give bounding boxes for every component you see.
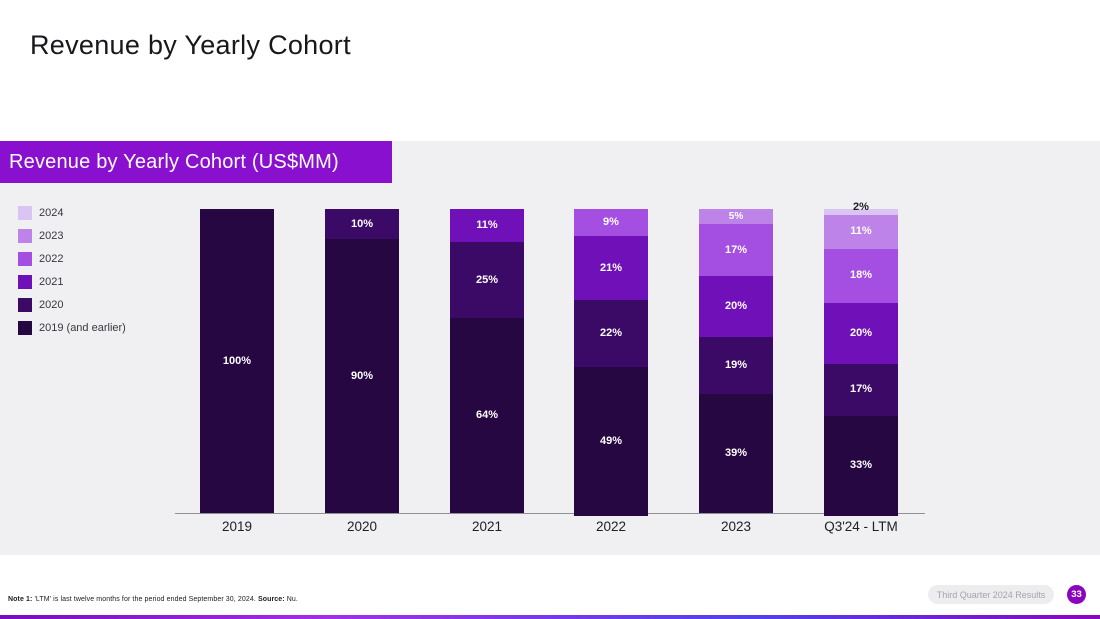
bar-2020: 10% 90% xyxy=(325,209,399,513)
legend-swatch xyxy=(18,205,32,220)
segment-value-label: 17% xyxy=(724,243,748,256)
footnote-source-label: Source: xyxy=(257,596,285,603)
segment-value-label: 11% xyxy=(850,225,872,238)
report-name-label: Third Quarter 2024 Results xyxy=(936,589,1046,600)
bar-2019: 100% xyxy=(200,209,274,513)
page-title: Revenue by Yearly Cohort xyxy=(30,30,351,60)
segment-value-label: 17% xyxy=(849,383,873,396)
segment-value-label: 20% xyxy=(849,327,873,340)
bar-segment-2019-and-earlier-: 33% xyxy=(824,415,898,517)
segment-value-label: 64% xyxy=(475,409,499,422)
footnote-source-text: Nu. xyxy=(284,596,298,603)
bar-segment-2020: 19% xyxy=(699,336,773,395)
segment-value-label: 25% xyxy=(475,273,499,286)
x-axis-category-label: 2022 xyxy=(595,519,627,534)
segment-value-label: 19% xyxy=(724,359,748,372)
bar-segment-2019-and-earlier-: 100% xyxy=(200,209,274,513)
bar-segment-2019-and-earlier-: 90% xyxy=(325,239,399,513)
legend-item-2024: 2024 xyxy=(18,205,126,220)
legend-item-2020: 2020 xyxy=(18,297,126,312)
segment-value-label: 90% xyxy=(350,369,374,382)
section-banner-label: Revenue by Yearly Cohort (US$MM) xyxy=(9,150,339,173)
legend-label: 2021 xyxy=(39,275,64,288)
segment-value-label: 49% xyxy=(599,435,623,448)
legend-item-2021: 2021 xyxy=(18,274,126,289)
bar-segment-2024: 2% xyxy=(824,202,898,216)
bar-segment-2020: 17% xyxy=(824,364,898,416)
bar-segment-2022: 9% xyxy=(574,209,648,237)
legend-label: 2022 xyxy=(39,252,64,265)
legend-swatch xyxy=(18,228,32,243)
page-number-badge: 33 xyxy=(1067,585,1086,604)
bar-2023: 5% 17% 20% 19% 39% xyxy=(699,209,773,513)
legend-label: 2024 xyxy=(39,206,64,219)
bar-segment-2021: 20% xyxy=(699,275,773,337)
section-banner: Revenue by Yearly Cohort (US$MM) xyxy=(0,141,392,183)
chart-panel: Revenue by Yearly Cohort (US$MM) 2024 202… xyxy=(0,141,1100,555)
segment-value-label: 9% xyxy=(603,216,619,229)
bar-segment-2019-and-earlier-: 64% xyxy=(450,318,524,513)
x-axis-category-label: Q3'24 - LTM xyxy=(824,519,898,534)
x-axis-category-label: 2019 xyxy=(221,519,253,534)
bar-2021: 11% 25% 64% xyxy=(450,209,524,513)
x-axis-category-label: 2020 xyxy=(346,519,378,534)
bar-segment-2023: 11% xyxy=(824,215,898,249)
footnote-note-label: Note 1: xyxy=(8,596,33,603)
segment-value-label: 18% xyxy=(849,269,873,282)
legend-swatch xyxy=(18,297,32,312)
legend-swatch xyxy=(18,274,32,289)
segment-value-label: 5% xyxy=(728,210,744,222)
bar-segment-2022: 17% xyxy=(699,224,773,276)
legend-label: 2020 xyxy=(39,298,64,311)
segment-value-label: 22% xyxy=(599,327,623,340)
footnote-note-text: 'LTM' is last twelve months for the peri… xyxy=(32,596,258,603)
report-name-pill: Third Quarter 2024 Results xyxy=(928,585,1054,604)
legend-swatch xyxy=(18,320,32,335)
x-axis-line xyxy=(175,513,925,514)
x-axis-category-label: 2021 xyxy=(471,519,503,534)
segment-value-label: 20% xyxy=(724,299,748,312)
bottom-gradient-strip xyxy=(0,615,1100,619)
footnote: Note 1: 'LTM' is last twelve months for … xyxy=(8,596,298,603)
bar-segment-2023: 5% xyxy=(699,209,773,225)
segment-value-label: 10% xyxy=(350,217,374,230)
legend-item-2019-and-earlier-: 2019 (and earlier) xyxy=(18,320,126,335)
bar-segment-2020: 22% xyxy=(574,300,648,368)
segment-value-label: 11% xyxy=(476,219,498,232)
legend-item-2022: 2022 xyxy=(18,251,126,266)
legend-label: 2019 (and earlier) xyxy=(39,321,126,334)
stacked-bar-chart: 100% 2019 10% 90% 2020 11% 25% 64% 2021 9% 21% 22% 4… xyxy=(0,141,1100,555)
chart-legend: 2024 2023 2022 2021 2020 2019 (and earlier) xyxy=(18,205,126,343)
bar-segment-2019-and-earlier-: 39% xyxy=(699,394,773,513)
bar-segment-2020: 10% xyxy=(325,209,399,240)
page-number: 33 xyxy=(1071,589,1082,600)
bar-segment-2020: 25% xyxy=(450,242,524,319)
segment-value-label: 21% xyxy=(599,261,623,274)
legend-swatch xyxy=(18,251,32,266)
legend-label: 2023 xyxy=(39,229,64,242)
bar-segment-2019-and-earlier-: 49% xyxy=(574,367,648,517)
segment-value-label: 100% xyxy=(222,354,252,367)
segment-value-label: 39% xyxy=(724,447,748,460)
bar-q3-24-ltm: 2% 11% 18% 20% 17% 33% xyxy=(824,202,898,517)
bar-2022: 9% 21% 22% 49% xyxy=(574,209,648,517)
legend-item-2023: 2023 xyxy=(18,228,126,243)
bar-segment-2021: 21% xyxy=(574,236,648,301)
segment-value-label: 2% xyxy=(853,201,869,213)
bar-segment-2021: 20% xyxy=(824,303,898,365)
x-axis-category-label: 2023 xyxy=(720,519,752,534)
bar-segment-2022: 18% xyxy=(824,248,898,304)
bar-segment-2021: 11% xyxy=(450,209,524,243)
segment-value-label: 33% xyxy=(849,459,873,472)
